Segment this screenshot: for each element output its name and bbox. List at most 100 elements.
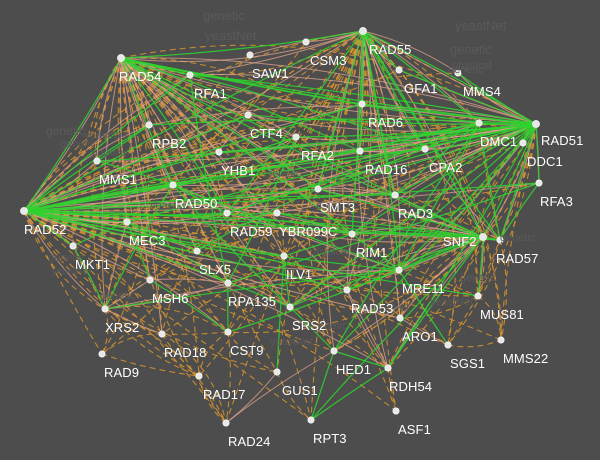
edge-yeastnet	[333, 122, 480, 352]
network-node-cst9[interactable]	[224, 328, 232, 336]
network-node-rad24[interactable]	[222, 419, 230, 427]
edge-physical	[333, 236, 484, 352]
edge-yeastnet	[317, 122, 480, 190]
network-node-ilv1[interactable]	[280, 252, 288, 260]
edge-genetic	[104, 30, 364, 310]
network-node-asf1[interactable]	[392, 407, 400, 415]
network-node-rad18[interactable]	[158, 330, 166, 338]
edge-genetic	[120, 57, 151, 281]
network-node-msh6[interactable]	[146, 276, 154, 284]
edge-yeastnet	[317, 123, 537, 190]
network-node-rad59[interactable]	[223, 209, 231, 217]
network-node-rad17[interactable]	[195, 372, 203, 380]
edge-genetic	[447, 123, 537, 346]
edge-yeastnet	[362, 30, 484, 238]
network-node-ddc1[interactable]	[519, 139, 527, 147]
network-node-rad55[interactable]	[359, 27, 367, 35]
network-node-saw1[interactable]	[246, 51, 254, 59]
network-node-rad53[interactable]	[343, 286, 351, 294]
edge-genetic	[101, 308, 109, 355]
network-node-rpa135[interactable]	[224, 279, 232, 287]
network-node-rim1[interactable]	[348, 230, 356, 238]
network-node-rad9[interactable]	[98, 350, 106, 358]
edge-yeastnet	[126, 221, 198, 252]
network-node-cpa2[interactable]	[421, 145, 429, 153]
network-node-rfa3[interactable]	[535, 179, 543, 187]
network-node-sgs1[interactable]	[444, 341, 452, 349]
edge-physical	[351, 227, 484, 238]
network-node-mkt1[interactable]	[69, 242, 77, 250]
edge-yeastnet	[333, 123, 537, 352]
edge-genetic	[447, 339, 502, 348]
edge-physical	[399, 236, 484, 319]
network-node-dmc1[interactable]	[475, 119, 483, 127]
edge-genetic	[477, 295, 502, 341]
network-node-rdh54[interactable]	[384, 364, 392, 372]
network-node-aro1[interactable]	[396, 314, 404, 322]
network-node-mms1[interactable]	[93, 157, 101, 165]
edge-genetic	[351, 219, 484, 238]
network-node-rad3[interactable]	[391, 191, 399, 199]
edge-yeastnet	[172, 184, 291, 308]
edge-yeastnet	[289, 306, 335, 352]
network-node-rfa2[interactable]	[292, 133, 300, 141]
edge-genetic	[398, 269, 479, 297]
network-node-smt3[interactable]	[314, 185, 322, 193]
edge-yeastnet	[359, 122, 480, 152]
network-node-rad57[interactable]	[496, 236, 504, 244]
edge-genetic	[387, 367, 397, 412]
network-node-ybr099c[interactable]	[273, 209, 281, 217]
edge-yeastnet	[457, 72, 537, 125]
edge-yeastnet	[317, 30, 364, 190]
edge-genetic	[120, 57, 249, 116]
network-node-rpb2[interactable]	[145, 121, 153, 129]
network-node-gfa1[interactable]	[395, 66, 403, 74]
edge-physical	[104, 269, 400, 310]
edge-physical	[225, 371, 278, 424]
network-node-slx5[interactable]	[193, 247, 201, 255]
edge-genetic	[198, 331, 229, 377]
network-node-csm3[interactable]	[302, 38, 310, 46]
network-node-mms22[interactable]	[497, 336, 505, 344]
edge-genetic	[23, 210, 335, 352]
network-node-rad50[interactable]	[169, 181, 177, 189]
network-node-gus1[interactable]	[273, 368, 281, 376]
network-node-mre11[interactable]	[395, 266, 403, 274]
network-node-rfa1[interactable]	[186, 71, 194, 79]
edge-physical	[225, 350, 335, 424]
network-node-rpt3[interactable]	[307, 416, 315, 424]
edge-yeastnet	[362, 30, 400, 271]
edge-genetic	[120, 57, 361, 152]
network-node-ctf4[interactable]	[244, 111, 252, 119]
network-node-mus81[interactable]	[474, 292, 482, 300]
network-nodes-group[interactable]	[20, 27, 543, 427]
edge-physical	[399, 317, 449, 346]
edge-yeastnet	[499, 123, 537, 241]
network-node-mms4[interactable]	[454, 69, 462, 77]
network-node-mec3[interactable]	[123, 218, 131, 226]
edge-genetic	[227, 236, 484, 334]
edge-physical	[362, 30, 484, 238]
network-node-rad51[interactable]	[532, 120, 540, 128]
edge-yeastnet	[120, 57, 361, 152]
network-node-rad16[interactable]	[356, 147, 364, 155]
edge-physical	[104, 308, 163, 335]
edge-yeastnet	[23, 184, 174, 212]
edge-genetic	[276, 371, 312, 421]
network-node-snf2[interactable]	[479, 233, 487, 241]
network-node-yhb1[interactable]	[215, 148, 223, 156]
network-node-xrs2[interactable]	[101, 305, 109, 313]
edge-physical	[346, 289, 389, 369]
edge-genetic	[101, 333, 163, 355]
network-node-rad52[interactable]	[20, 207, 28, 215]
edge-genetic	[23, 184, 174, 214]
edge-physical	[23, 210, 501, 241]
edge-physical	[23, 114, 249, 212]
edge-genetic	[499, 239, 507, 341]
network-node-rad54[interactable]	[117, 54, 125, 62]
network-node-hed1[interactable]	[330, 347, 338, 355]
network-node-rad6[interactable]	[358, 100, 366, 108]
edge-genetic	[362, 30, 401, 319]
network-node-srs2[interactable]	[286, 303, 294, 311]
